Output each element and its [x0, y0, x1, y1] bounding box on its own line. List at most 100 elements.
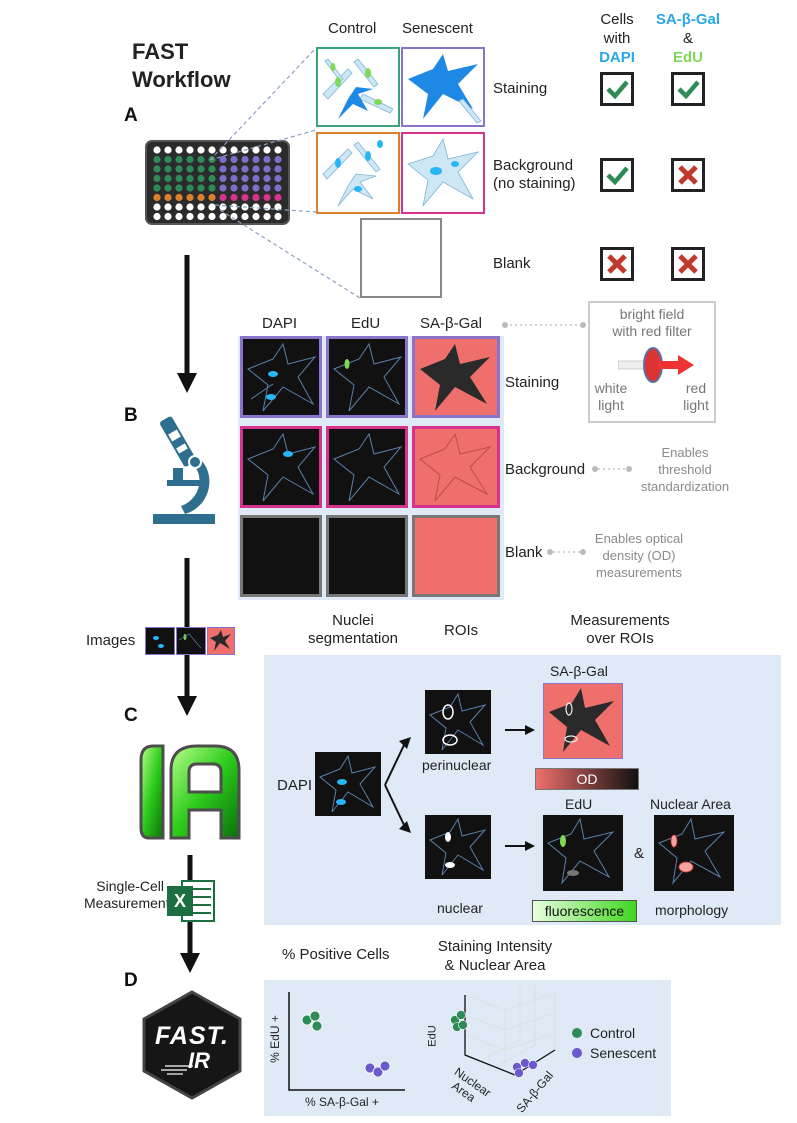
- hdr-positive-cells: % Positive Cells: [282, 946, 390, 963]
- cross-icon: [671, 158, 705, 192]
- well: [263, 146, 271, 154]
- b-row-blank-label: Blank: [505, 544, 543, 561]
- b-staining-sabgal: [412, 336, 500, 418]
- panel-letter-a: A: [124, 105, 138, 126]
- tile-blank: [360, 218, 442, 298]
- well: [153, 184, 161, 192]
- row-blank-label: Blank: [493, 255, 531, 272]
- arrow-perinuclear-to-sabgal: [505, 725, 535, 735]
- ia-logo-icon: [139, 744, 241, 840]
- red-filter-icon: [618, 347, 694, 383]
- well: [153, 146, 161, 154]
- c-sabgal-label: SA-β-Gal: [550, 663, 608, 679]
- scatter-2d: [288, 992, 405, 1091]
- col-b-edu: EdU: [351, 315, 381, 332]
- section-d-background: [264, 980, 671, 1116]
- well: [153, 212, 161, 221]
- well: [197, 146, 205, 154]
- legend-label-senescent: Senescent: [590, 1045, 657, 1061]
- fluorescence-bar: fluorescence: [532, 900, 637, 922]
- legend-item-control: Control: [572, 1023, 656, 1043]
- scatter-point: [311, 1020, 323, 1032]
- legend: Control Senescent: [572, 1023, 656, 1063]
- legend-marker-control: [572, 1028, 582, 1038]
- hdr-measure-1: Measurements: [570, 612, 670, 629]
- red-light-line-2: light: [683, 397, 709, 413]
- row-background-line-1: Background: [493, 157, 574, 174]
- well: [208, 146, 216, 154]
- cross-icon: [671, 247, 705, 281]
- c-edu-label: EdU: [565, 796, 593, 812]
- tile-control-background: [316, 132, 400, 214]
- well: [230, 155, 238, 164]
- hdr-rois: ROIs: [444, 622, 479, 639]
- well: [186, 174, 194, 183]
- well: [263, 184, 271, 192]
- row-staining-label: Staining: [493, 80, 548, 97]
- b-staining-dapi: [240, 336, 322, 418]
- background-note-2: threshold: [658, 462, 712, 477]
- b-blank-dapi: [240, 515, 322, 597]
- well: [164, 165, 172, 173]
- well: [164, 212, 172, 221]
- header-amp: &: [682, 30, 693, 47]
- title-line-1: FAST: [132, 39, 189, 64]
- hdr-nuclei-1: Nuclei: [332, 612, 374, 629]
- well: [230, 193, 238, 202]
- well: [219, 174, 227, 183]
- panel-letter-b: B: [124, 405, 138, 426]
- logo-text-1: FAST.: [155, 1022, 229, 1050]
- well: [274, 193, 282, 202]
- title-line-2: Workflow: [132, 67, 231, 92]
- x-axis-label: % SA-β-Gal +: [305, 1095, 379, 1109]
- well: [164, 193, 172, 202]
- scatter-point: [379, 1060, 391, 1072]
- well: [197, 203, 205, 211]
- hdr-intensity-1: Staining Intensity: [437, 938, 553, 955]
- panel-letter-d: D: [124, 970, 138, 991]
- scatter3d-point: [520, 1058, 530, 1068]
- c-amp: &: [634, 845, 645, 862]
- well: [208, 174, 216, 183]
- hdr-nuclei-segmentation: Nuclei segmentation: [298, 612, 408, 648]
- legend-item-senescent: Senescent: [572, 1043, 656, 1063]
- well: [164, 203, 172, 211]
- well: [219, 184, 227, 192]
- well: [175, 203, 183, 211]
- well: [252, 165, 260, 173]
- fast-ir-logo: [142, 990, 242, 1100]
- c-edu-tile: [543, 815, 623, 891]
- logo-text-2: IR: [188, 1048, 210, 1073]
- well: [241, 174, 249, 183]
- red-light-line-1: red: [685, 380, 707, 396]
- well: [197, 193, 205, 202]
- c-sabgal-tile: [543, 683, 623, 759]
- legend-label-control: Control: [590, 1025, 636, 1041]
- scatter-3d: [450, 985, 556, 1078]
- well: [175, 146, 183, 154]
- single-cell-line-1: Single-Cell: [96, 878, 164, 894]
- well: [197, 165, 205, 173]
- check-icon: [600, 72, 634, 106]
- well: [186, 203, 194, 211]
- well: [175, 165, 183, 173]
- well: [263, 155, 271, 164]
- well: [252, 174, 260, 183]
- hdr-measurements: Measurements over ROIs: [560, 612, 680, 648]
- header-cells: Cells: [600, 11, 634, 28]
- well: [153, 174, 161, 183]
- well: [164, 184, 172, 192]
- c-nuclear-tile: [425, 815, 491, 879]
- well: [263, 165, 271, 173]
- well: [208, 203, 216, 211]
- well: [230, 203, 238, 211]
- well: [219, 212, 227, 221]
- well: [274, 203, 282, 211]
- well: [153, 203, 161, 211]
- well: [164, 146, 172, 154]
- well: [252, 184, 260, 192]
- hdr-staining-intensity: Staining Intensity & Nuclear Area: [425, 937, 565, 975]
- well: [153, 155, 161, 164]
- well: [208, 165, 216, 173]
- cross-icon: [600, 247, 634, 281]
